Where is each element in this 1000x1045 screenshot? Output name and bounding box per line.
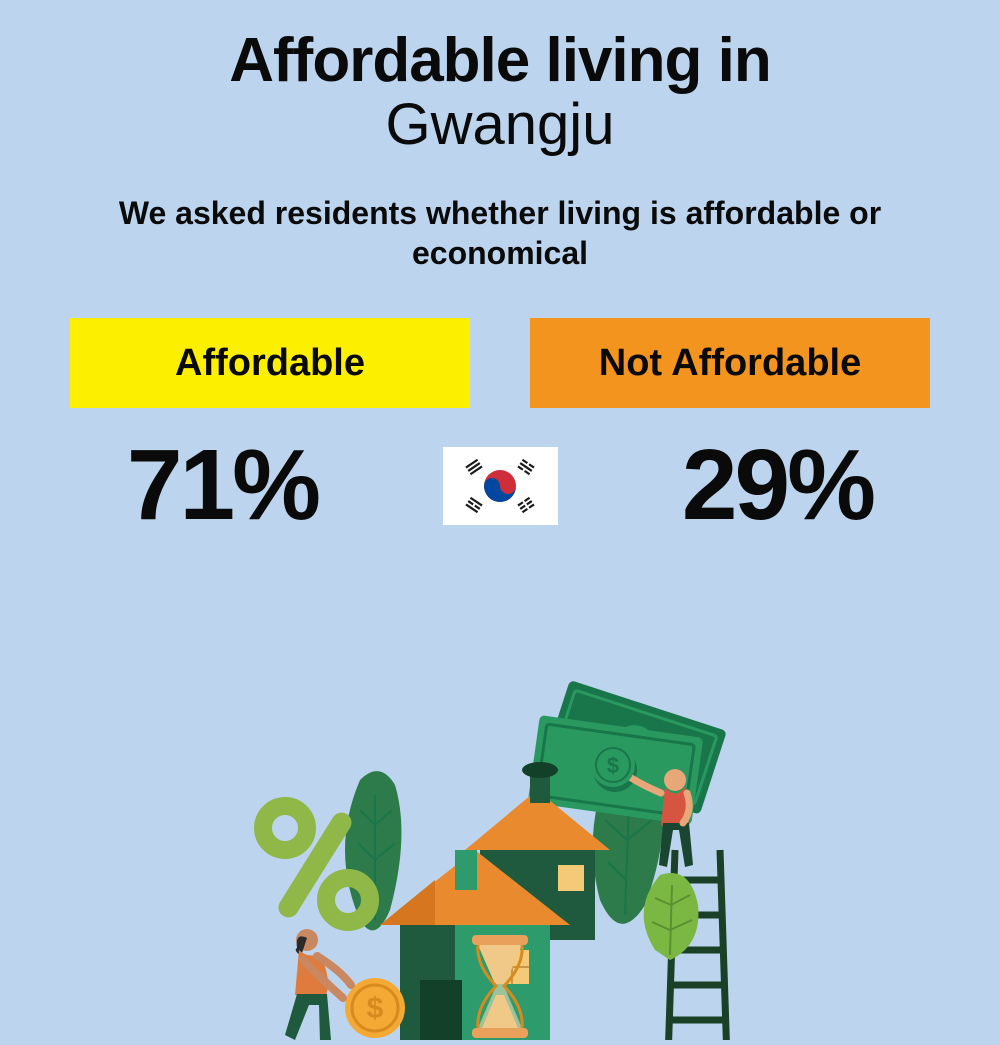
title-line1: Affordable living in bbox=[0, 25, 1000, 96]
title-line2: Gwangju bbox=[0, 91, 1000, 158]
person-rolling-coin-icon: $ bbox=[285, 929, 405, 1040]
badge-not-affordable: Not Affordable bbox=[530, 318, 930, 408]
subtitle: We asked residents whether living is aff… bbox=[0, 193, 1000, 273]
svg-text:$: $ bbox=[367, 992, 384, 1025]
title-block: Affordable living in Gwangju bbox=[0, 0, 1000, 158]
percent-row: 71% bbox=[0, 428, 1000, 543]
housing-money-illustration-icon: $ $ bbox=[200, 660, 800, 1040]
percent-affordable: 71% bbox=[33, 428, 413, 543]
korea-flag-icon bbox=[450, 453, 550, 519]
badge-not-affordable-label: Not Affordable bbox=[599, 342, 861, 385]
percent-not-affordable: 29% bbox=[588, 428, 968, 543]
badges-row: Affordable Not Affordable bbox=[0, 318, 1000, 408]
illustration: $ $ bbox=[200, 660, 800, 1040]
badge-affordable: Affordable bbox=[70, 318, 470, 408]
badge-affordable-label: Affordable bbox=[175, 342, 365, 385]
flag-south-korea bbox=[443, 447, 558, 525]
svg-text:$: $ bbox=[607, 753, 619, 778]
